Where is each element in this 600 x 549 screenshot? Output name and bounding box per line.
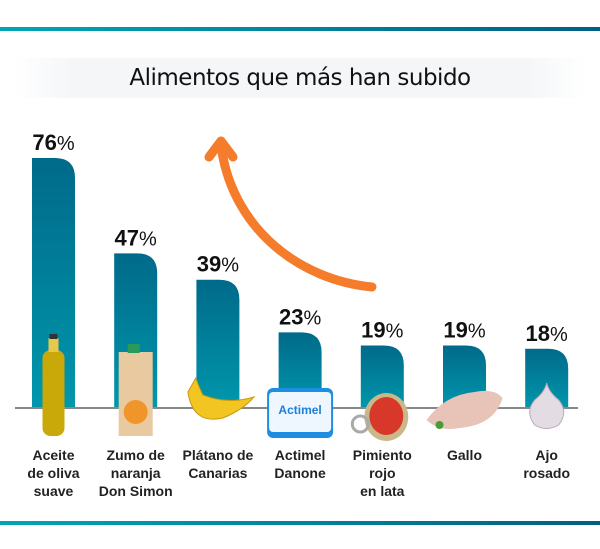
- actimel-pack-icon: Actimel: [267, 388, 334, 438]
- category-label: Pimiento rojo en lata: [352, 447, 412, 499]
- bar: [196, 279, 240, 408]
- category-label: Ajo rosado: [523, 447, 571, 481]
- bar: [525, 348, 569, 408]
- up-arrow-head: [204, 136, 238, 162]
- category-label: Gallo: [446, 447, 482, 463]
- svg-text:Actimel: Actimel: [278, 403, 321, 417]
- fish-fillet-icon: [426, 390, 503, 429]
- data-label: 19%: [443, 318, 485, 343]
- garlic-icon: [529, 382, 565, 429]
- data-label: 76%: [32, 130, 74, 155]
- olive-oil-bottle-icon: [42, 334, 65, 436]
- up-arrow-curve: [217, 147, 377, 292]
- data-label: 47%: [115, 225, 157, 250]
- category-label: Actimel Danone: [274, 447, 326, 481]
- red-pepper-can-icon: [350, 393, 409, 441]
- data-label: 39%: [197, 252, 239, 277]
- bar: [360, 345, 404, 408]
- banana-icon: [187, 376, 256, 420]
- category-label: Plátano de Canarias: [182, 447, 254, 481]
- bottom-rule: [0, 521, 600, 525]
- bar: [32, 158, 75, 408]
- data-label: 23%: [279, 304, 321, 329]
- category-label: Aceite de oliva suave: [27, 447, 80, 499]
- top-rule: [0, 27, 600, 31]
- data-label: 18%: [526, 321, 568, 346]
- data-label: 19%: [361, 318, 403, 343]
- title-band: Alimentos que más han subido: [15, 58, 585, 98]
- chart-title: Alimentos que más han subido: [129, 65, 471, 91]
- orange-juice-carton-icon: [118, 344, 153, 436]
- category-label: Zumo de naranja Don Simon: [98, 447, 173, 499]
